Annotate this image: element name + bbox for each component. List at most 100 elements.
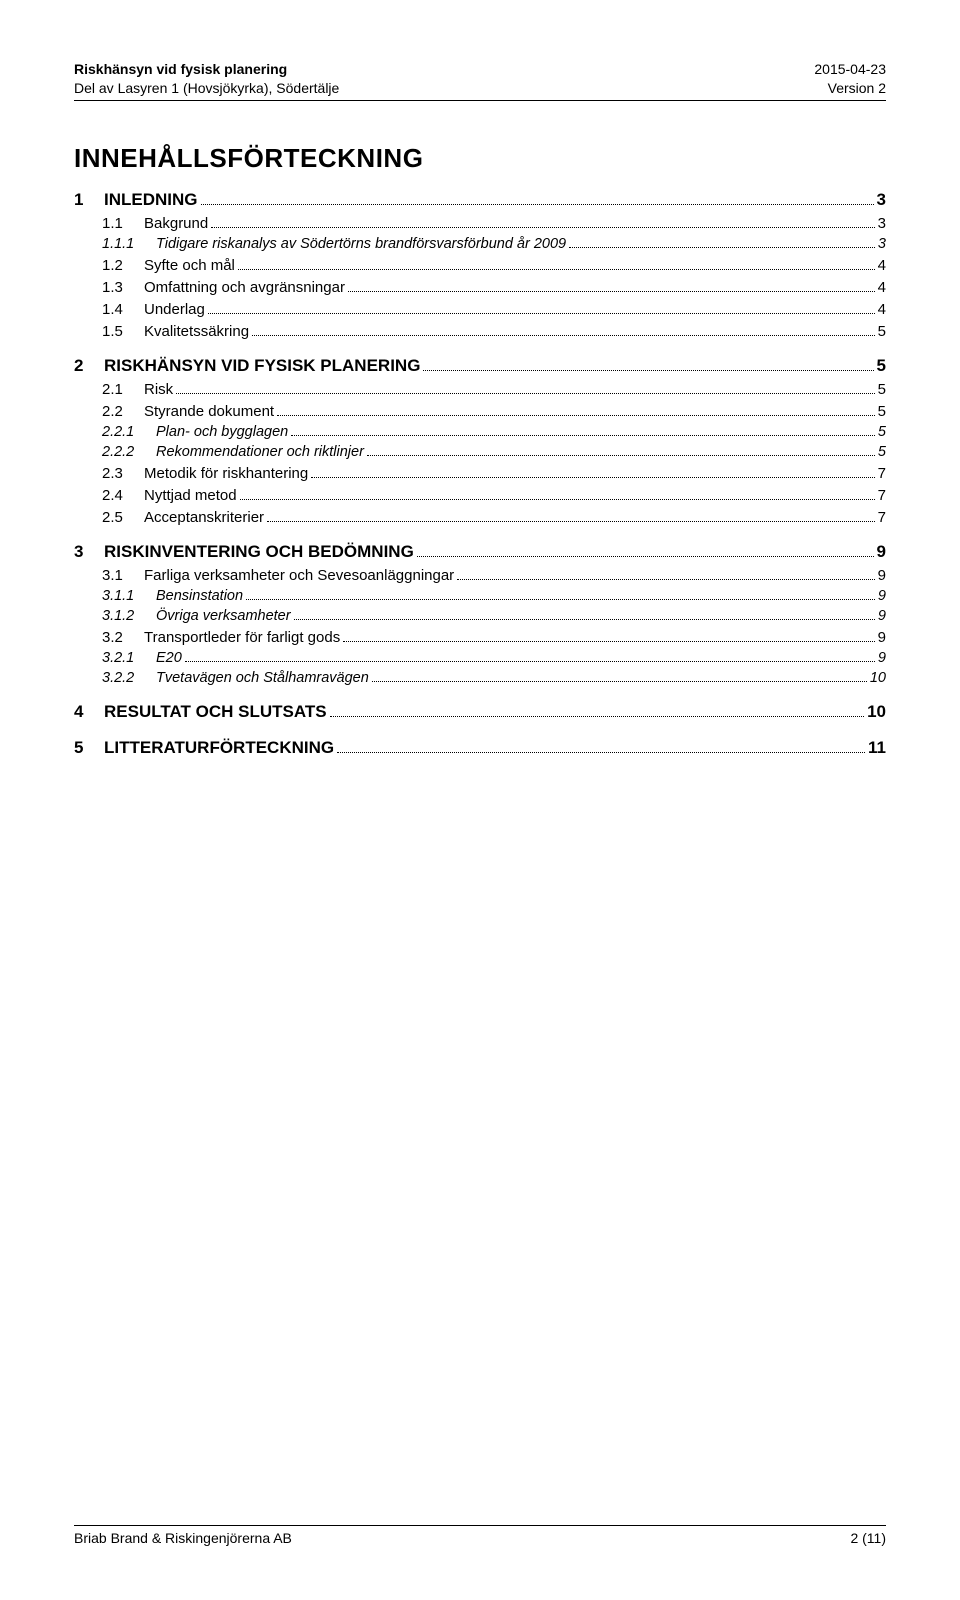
toc-entry: 3RISKINVENTERING OCH BEDÖMNING9 (74, 542, 886, 562)
toc-label: RESULTAT OCH SLUTSATS (104, 702, 327, 722)
toc-label: Risk (144, 381, 173, 398)
toc-label: Styrande dokument (144, 403, 274, 420)
header-version: Version 2 (814, 79, 886, 98)
toc-leader-dots (246, 599, 875, 600)
toc-entry: 1.2Syfte och mål 4 (74, 257, 886, 274)
table-of-contents: 1INLEDNING31.1Bakgrund31.1.1Tidigare ris… (74, 190, 886, 758)
toc-entry: 5LITTERATURFÖRTECKNING11 (74, 738, 886, 758)
toc-entry: 2.1Risk5 (74, 381, 886, 398)
toc-page: 3 (878, 236, 886, 252)
toc-page: 5 (878, 424, 886, 440)
toc-number: 2.4 (102, 487, 144, 504)
footer-page-number: 2 (11) (850, 1530, 886, 1546)
toc-entry: 1INLEDNING3 (74, 190, 886, 210)
toc-page: 10 (870, 670, 886, 686)
toc-label: Övriga verksamheter (156, 608, 291, 624)
toc-leader-dots (423, 370, 873, 371)
toc-leader-dots (208, 313, 875, 314)
toc-page: 9 (878, 588, 886, 604)
toc-leader-dots (457, 579, 874, 580)
header-left: Riskhänsyn vid fysisk planering Del av L… (74, 60, 339, 98)
toc-leader-dots (367, 455, 875, 456)
toc-label: Bensinstation (156, 588, 243, 604)
toc-number: 2.2.1 (102, 424, 156, 440)
toc-page: 3 (878, 215, 886, 232)
toc-leader-dots (569, 247, 875, 248)
toc-page: 5 (878, 323, 886, 340)
toc-number: 3.2.2 (102, 670, 156, 686)
toc-leader-dots (294, 619, 875, 620)
toc-page: 7 (878, 487, 886, 504)
toc-leader-dots (240, 499, 875, 500)
toc-entry: 3.2Transportleder för farligt gods 9 (74, 629, 886, 646)
toc-number: 1.1.1 (102, 236, 156, 252)
header-subtitle: Del av Lasyren 1 (Hovsjökyrka), Södertäl… (74, 79, 339, 98)
toc-page: 9 (878, 608, 886, 624)
toc-label: Transportleder för farligt gods (144, 629, 340, 646)
toc-page: 4 (878, 279, 886, 296)
toc-label: Farliga verksamheter och Sevesoanläggnin… (144, 567, 454, 584)
toc-leader-dots (277, 415, 875, 416)
toc-page: 10 (867, 702, 886, 722)
toc-entry: 2RISKHÄNSYN VID FYSISK PLANERING5 (74, 356, 886, 376)
toc-number: 3.1.2 (102, 608, 156, 624)
toc-page: 9 (878, 650, 886, 666)
header-date: 2015-04-23 (814, 60, 886, 79)
page-footer: Briab Brand & Riskingenjörerna AB 2 (11) (74, 1525, 886, 1546)
toc-number: 3.2.1 (102, 650, 156, 666)
toc-entry: 1.5Kvalitetssäkring 5 (74, 323, 886, 340)
toc-page: 7 (878, 509, 886, 526)
toc-entry: 3.1.2Övriga verksamheter 9 (74, 608, 886, 624)
toc-leader-dots (372, 681, 867, 682)
toc-entry: 1.3Omfattning och avgränsningar4 (74, 279, 886, 296)
toc-page: 5 (877, 356, 886, 376)
toc-number: 1.5 (102, 323, 144, 340)
toc-entry: 2.2Styrande dokument5 (74, 403, 886, 420)
toc-leader-dots (185, 661, 875, 662)
toc-entry: 1.4Underlag4 (74, 301, 886, 318)
toc-label: INLEDNING (104, 190, 198, 210)
toc-entry: 1.1.1Tidigare riskanalys av Södertörns b… (74, 236, 886, 252)
toc-label: Kvalitetssäkring (144, 323, 249, 340)
toc-number: 1.2 (102, 257, 144, 274)
toc-entry: 3.1.1Bensinstation9 (74, 588, 886, 604)
toc-leader-dots (201, 204, 874, 205)
toc-entry: 3.2.1E209 (74, 650, 886, 666)
toc-label: Omfattning och avgränsningar (144, 279, 345, 296)
toc-number: 2.1 (102, 381, 144, 398)
toc-entry: 2.4Nyttjad metod 7 (74, 487, 886, 504)
toc-page: 4 (878, 257, 886, 274)
toc-number: 2.2.2 (102, 444, 156, 460)
toc-leader-dots (417, 556, 874, 557)
toc-leader-dots (343, 641, 874, 642)
toc-number: 1 (74, 190, 104, 210)
toc-entry: 4RESULTAT OCH SLUTSATS10 (74, 702, 886, 722)
toc-leader-dots (238, 269, 875, 270)
toc-label: RISKINVENTERING OCH BEDÖMNING (104, 542, 414, 562)
toc-entry: 3.2.2Tvetavägen och Stålhamravägen 10 (74, 670, 886, 686)
page-header: Riskhänsyn vid fysisk planering Del av L… (74, 60, 886, 98)
toc-number: 1.1 (102, 215, 144, 232)
toc-leader-dots (252, 335, 875, 336)
toc-entry: 2.2.1Plan- och bygglagen 5 (74, 424, 886, 440)
toc-leader-dots (267, 521, 875, 522)
toc-page: 9 (877, 542, 886, 562)
footer-company: Briab Brand & Riskingenjörerna AB (74, 1530, 292, 1546)
toc-number: 2.3 (102, 465, 144, 482)
toc-label: Nyttjad metod (144, 487, 237, 504)
toc-number: 3.2 (102, 629, 144, 646)
toc-number: 1.4 (102, 301, 144, 318)
toc-entry: 2.2.2Rekommendationer och riktlinjer5 (74, 444, 886, 460)
toc-label: Plan- och bygglagen (156, 424, 288, 440)
toc-label: Tvetavägen och Stålhamravägen (156, 670, 369, 686)
toc-label: Syfte och mål (144, 257, 235, 274)
toc-page: 9 (878, 629, 886, 646)
toc-number: 2.5 (102, 509, 144, 526)
toc-label: Bakgrund (144, 215, 208, 232)
toc-leader-dots (337, 752, 865, 753)
toc-label: Tidigare riskanalys av Södertörns brandf… (156, 236, 566, 252)
toc-leader-dots (211, 227, 874, 228)
toc-number: 2.2 (102, 403, 144, 420)
toc-label: Underlag (144, 301, 205, 318)
header-right: 2015-04-23 Version 2 (814, 60, 886, 98)
